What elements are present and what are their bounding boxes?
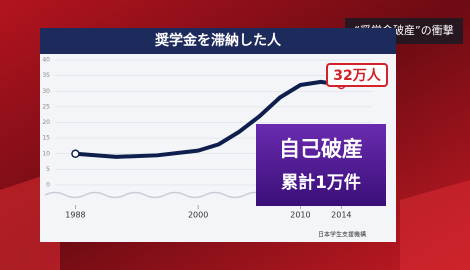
y-tick-label: 10 bbox=[42, 150, 50, 157]
chart-title: 奨学金を滞納した人 bbox=[155, 32, 282, 49]
y-tick-label: 35 bbox=[42, 72, 50, 79]
y-tick-label: 15 bbox=[42, 135, 50, 142]
callout-line1: 自己破産 bbox=[279, 137, 363, 161]
x-tick-label: 2014 bbox=[331, 211, 351, 220]
y-tick-label: 20 bbox=[42, 119, 50, 126]
y-tick-label: 30 bbox=[42, 88, 50, 95]
x-tick-label: 2010 bbox=[290, 211, 310, 220]
x-tick-label: 1988 bbox=[65, 211, 85, 220]
y-tick-label: 40 bbox=[42, 57, 50, 64]
end-label: 32万人 bbox=[333, 67, 381, 84]
callout-line2: 累計1万件 bbox=[281, 172, 361, 193]
y-tick-label: 5 bbox=[46, 166, 50, 173]
y-tick-label: 0 bbox=[46, 182, 50, 189]
start-point bbox=[72, 150, 79, 157]
x-tick-label: 2000 bbox=[188, 211, 208, 220]
screen: “奨学金破産”の衝撃 奨学金を滞納した人 0510152025303540198… bbox=[0, 0, 470, 270]
source: 日本学生支援機構 bbox=[318, 231, 366, 239]
y-tick-label: 25 bbox=[42, 103, 50, 110]
